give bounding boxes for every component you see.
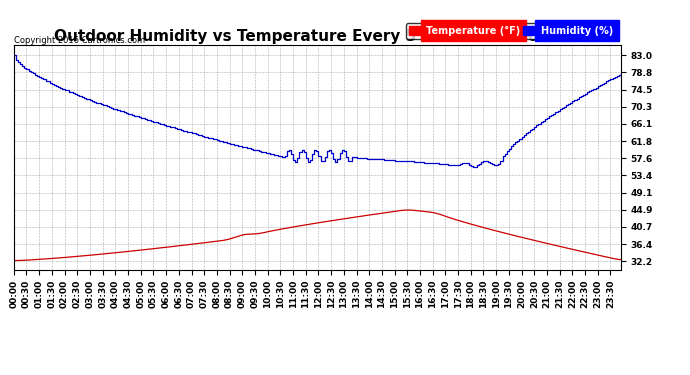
Title: Outdoor Humidity vs Temperature Every 5 Minutes 20160207: Outdoor Humidity vs Temperature Every 5 … <box>54 29 581 44</box>
Legend: Temperature (°F), Humidity (%): Temperature (°F), Humidity (%) <box>406 23 616 39</box>
Text: Copyright 2016 Cartronics.com: Copyright 2016 Cartronics.com <box>14 36 145 45</box>
